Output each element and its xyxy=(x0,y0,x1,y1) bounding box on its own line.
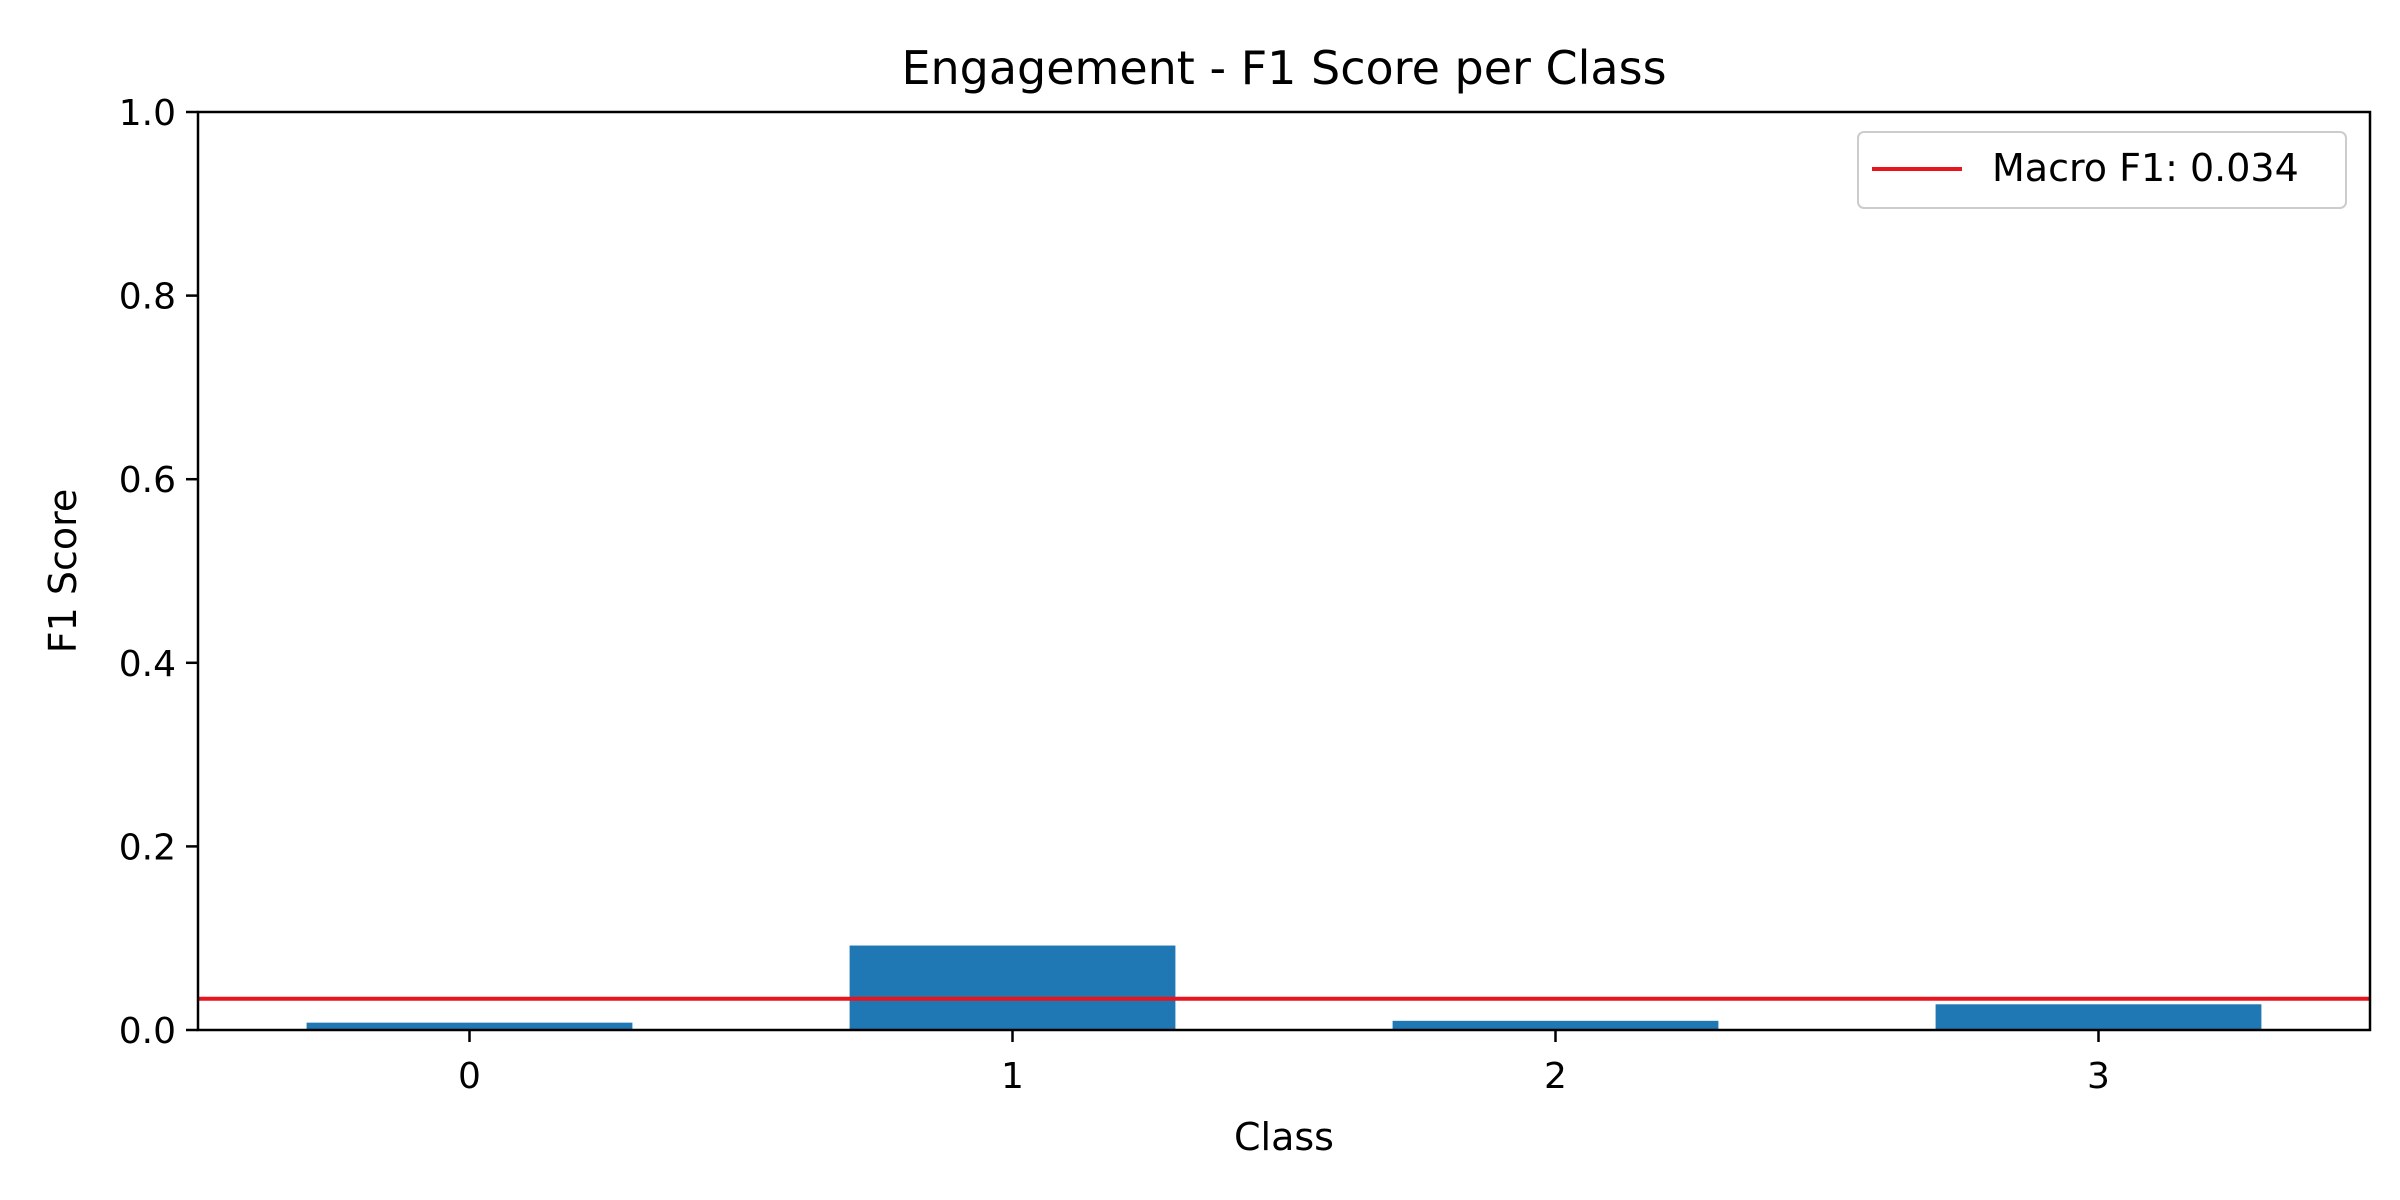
bar-class-0 xyxy=(306,1022,633,1030)
bar-class-3 xyxy=(1935,1004,2262,1030)
y-tick-label: 0.2 xyxy=(119,827,176,868)
x-tick-label: 3 xyxy=(2087,1056,2110,1097)
y-axis-ticks: 0.0 0.2 0.4 0.6 0.8 1.0 xyxy=(119,93,198,1052)
plot-frame xyxy=(196,110,2372,1032)
y-tick-label: 0.8 xyxy=(119,277,176,318)
chart-title: Engagement - F1 Score per Class xyxy=(901,41,1666,95)
y-tick-label: 1.0 xyxy=(119,93,176,134)
y-axis-label: F1 Score xyxy=(41,489,85,654)
legend-box xyxy=(1857,131,2347,209)
y-tick-label: 0.6 xyxy=(119,460,176,501)
y-tick-label: 0.0 xyxy=(119,1011,176,1052)
y-tick-label: 0.4 xyxy=(119,644,176,685)
x-tick-label: 2 xyxy=(1544,1056,1567,1097)
x-tick-label: 0 xyxy=(458,1056,481,1097)
legend: Macro F1: 0.034 xyxy=(1857,131,2347,209)
bars-group xyxy=(306,945,2262,1030)
x-axis-ticks: 0 1 2 3 xyxy=(458,1030,2110,1097)
bar-class-1 xyxy=(849,945,1176,1030)
legend-label: Macro F1: 0.034 xyxy=(1992,146,2299,190)
x-tick-label: 1 xyxy=(1001,1056,1024,1097)
x-axis-label: Class xyxy=(1234,1115,1334,1159)
bar-class-2 xyxy=(1392,1020,1719,1030)
